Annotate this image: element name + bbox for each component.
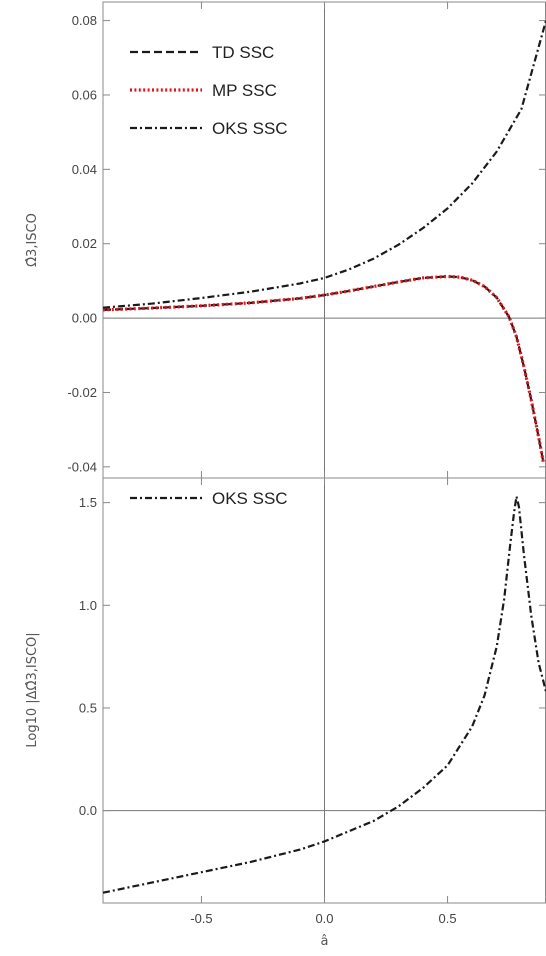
top-series-line-mp-ssc (102, 274, 546, 464)
top-series-line-oks-ssc (102, 20, 546, 309)
bottom-x-tick-labels: -0.5 0.0 0.5 (190, 911, 456, 926)
x-tick-label: 0.5 (439, 911, 457, 926)
bot-series-line-oks-ssc (102, 495, 546, 894)
top-series-group (102, 20, 546, 464)
top-y-tick-label: 0.02 (72, 236, 97, 251)
bottom-y-axis-label: Log10 |ΔΩ̂3,ISCO| (25, 632, 40, 747)
legend-label-oks-ssc: OKS SSC (212, 119, 288, 138)
top-tick-marks (103, 2, 546, 478)
top-y-tick-labels: 0.08 0.06 0.04 0.02 0.00 -0.02 -0.04 (67, 13, 97, 474)
bot-y-tick-label: 1.5 (79, 495, 97, 510)
legend-label-td-ssc: TD SSC (212, 43, 274, 62)
top-y-tick-label: 0.04 (72, 162, 97, 177)
top-series-line-td-ssc (102, 275, 545, 464)
top-y-tick-label: -0.04 (67, 459, 97, 474)
top-y-tick-label: 0.08 (72, 13, 97, 28)
top-y-tick-label: 0.06 (72, 87, 97, 102)
bottom-legend: OKS SSC (130, 489, 288, 508)
bot-y-tick-label: 0.5 (79, 700, 97, 715)
bottom-panel: 1.5 1.0 0.5 0.0 -0.5 0.0 0.5 OKS SSC Log10 |Δ… (25, 477, 546, 949)
top-legend: TD SSC MP SSC OKS SSC (130, 43, 288, 138)
top-panel: 0.08 0.06 0.04 0.02 0.00 -0.02 -0.04 TD SSC MP … (25, 1, 546, 479)
top-y-tick-label: 0.00 (72, 311, 97, 326)
bot-y-tick-label: 0.0 (79, 803, 97, 818)
top-y-axis-label: Ω̂3,ISCO (25, 213, 40, 267)
x-axis-label: â (321, 934, 329, 949)
top-y-tick-label: -0.02 (67, 385, 97, 400)
x-tick-label: -0.5 (190, 911, 212, 926)
legend-label-mp-ssc: MP SSC (212, 81, 277, 100)
legend-label-oks-ssc: OKS SSC (212, 489, 288, 508)
bottom-tick-marks (103, 478, 546, 903)
bottom-y-tick-labels: 1.5 1.0 0.5 0.0 (79, 495, 97, 818)
x-tick-label: 0.0 (315, 911, 333, 926)
bot-y-tick-label: 1.0 (79, 598, 97, 613)
bottom-zero-lines (103, 478, 546, 903)
top-zero-lines (103, 2, 546, 478)
bottom-series-group (102, 495, 546, 894)
